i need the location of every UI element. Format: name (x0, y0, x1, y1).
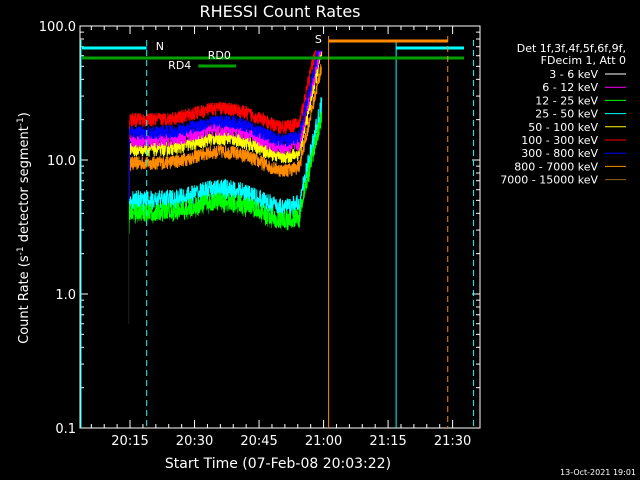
y-axis-label-part1: Count Rate (s (17, 255, 32, 344)
y-axis-label-part2: detector segment (17, 126, 32, 246)
y-tick-label: 1.0 (55, 288, 76, 303)
legend-header-line2: FDecim 1, Att 0 (541, 54, 626, 67)
rd0-label: RD0 (208, 49, 231, 62)
x-tick-label: 20:30 (176, 434, 213, 449)
legend: Det 1f,3f,4f,5f,6f,9f, FDecim 1, Att 0 3… (500, 42, 626, 187)
legend-entry-label: 6 - 12 keV (542, 81, 598, 94)
y-axis-label-sup1: -1 (16, 246, 26, 255)
x-axis-label: Start Time (07-Feb-08 20:03:22) (165, 456, 391, 472)
legend-entry-label: 50 - 100 keV (528, 121, 598, 134)
y-axis-label-part3: ) (17, 112, 32, 117)
y-axis-label-sup2: -1 (16, 117, 26, 126)
plot-frame (79, 25, 481, 429)
chart-title: RHESSI Count Rates (200, 2, 361, 21)
legend-entry-label: 12 - 25 keV (535, 94, 598, 107)
y-tick-label: 0.1 (55, 422, 76, 437)
y-tick-label: 10.0 (47, 154, 76, 169)
series-line (129, 64, 322, 177)
series-line (129, 50, 322, 148)
series-line (129, 128, 323, 246)
x-tick-label: 21:15 (369, 434, 406, 449)
series-line (129, 111, 323, 232)
legend-entry-label: 100 - 300 keV (521, 134, 598, 147)
legend-entry-label: 25 - 50 keV (535, 108, 598, 121)
legend-entry-label: 7000 - 15000 keV (500, 174, 598, 187)
rd4-label: RD4 (168, 59, 191, 72)
series-line (129, 51, 323, 164)
footer-timestamp: 13-Oct-2021 19:01 (560, 468, 636, 477)
saa-label: S (315, 33, 322, 46)
series-line (129, 50, 322, 135)
y-axis-label: Count Rate (s-1 detector segment-1) (16, 112, 32, 344)
legend-header-line1: Det 1f,3f,4f,5f,6f,9f, (517, 42, 626, 55)
x-tick-label: 20:45 (240, 434, 277, 449)
legend-entry-label: 3 - 6 keV (549, 68, 598, 81)
night-label: N (156, 40, 164, 53)
svg-text:Count Rate (s-1 detector segme: Count Rate (s-1 detector segment-1) (16, 112, 32, 344)
x-tick-label: 20:15 (111, 434, 148, 449)
plot-area: 0.1 1.0 10.0 100.0 20:15 20:30 20:45 21:00 21:15… (39, 20, 481, 449)
y-tick-label: 100.0 (39, 20, 76, 35)
legend-entry-label: 300 - 800 keV (521, 147, 598, 160)
x-tick-label: 21:30 (434, 434, 471, 449)
x-tick-label: 21:00 (305, 434, 342, 449)
legend-entry-label: 800 - 7000 keV (514, 160, 598, 173)
